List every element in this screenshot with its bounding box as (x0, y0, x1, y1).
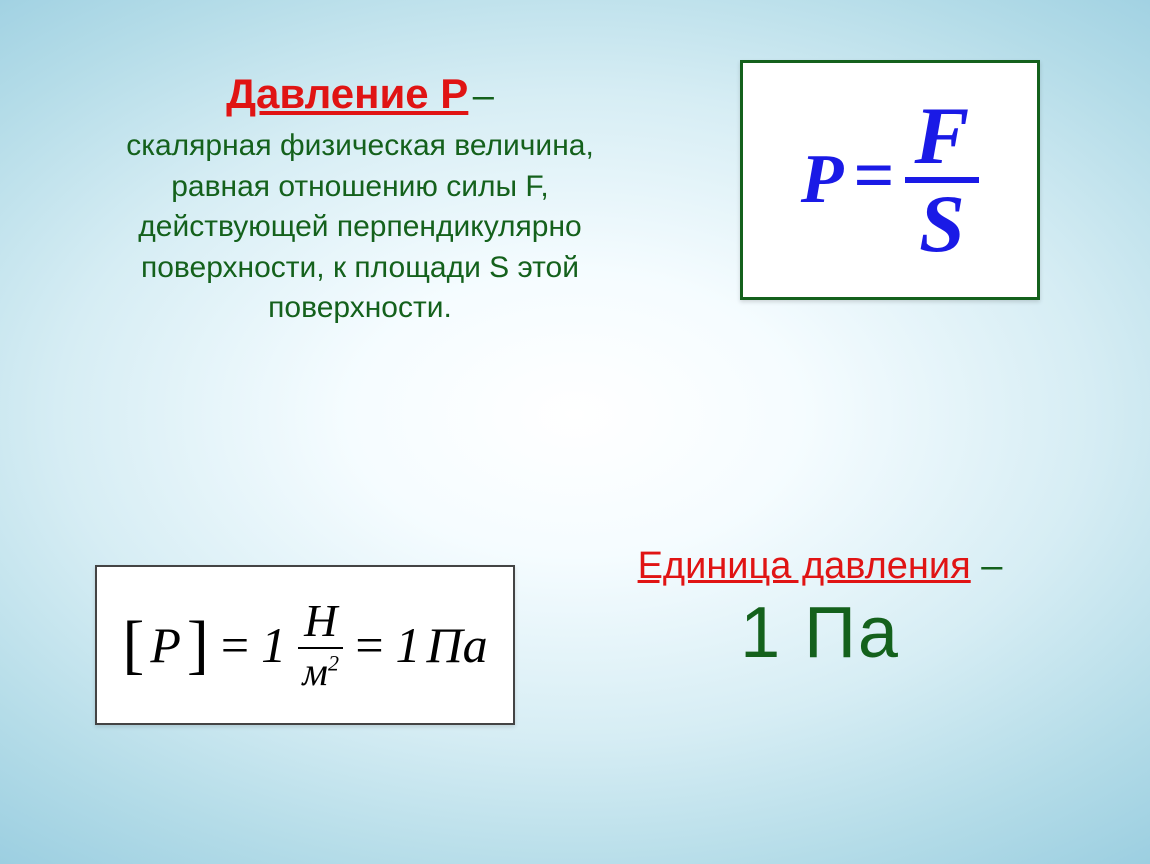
unit-one2: 1 (396, 616, 421, 674)
unit-value: 1 Па (600, 592, 1040, 674)
unit-pa: Па (427, 616, 488, 674)
unit-label-line: Единица давления – (600, 545, 1040, 588)
formula-fraction: F S (905, 97, 980, 263)
unit-text-block: Единица давления – 1 Па (600, 545, 1040, 674)
unit-den-base: м (302, 649, 328, 694)
unit-frac-num: Н (298, 597, 343, 649)
unit-den-sup: 2 (328, 651, 339, 676)
formula-box: P = F S (740, 60, 1040, 300)
definition-title: Давление P (226, 70, 468, 117)
pressure-formula: P = F S (801, 97, 980, 263)
formula-denominator: S (919, 183, 965, 263)
unit-label: Единица давления (638, 545, 971, 587)
formula-lhs: P (801, 140, 844, 220)
bracket-close: ] (187, 607, 209, 683)
unit-one1: 1 (261, 616, 286, 674)
unit-derivation-box: [ P ] = 1 Н м2 = 1 Па (95, 565, 515, 725)
definition-dash: – (473, 75, 494, 117)
definition-block: Давление P – скалярная физическая величи… (80, 70, 640, 329)
bracket-open: [ (122, 607, 144, 683)
unit-dash: – (981, 545, 1002, 587)
slide-content: Давление P – скалярная физическая величи… (0, 0, 1150, 864)
unit-fraction: Н м2 (298, 597, 343, 693)
unit-eq2: = (355, 616, 383, 674)
unit-eq1: = (221, 616, 249, 674)
unit-frac-den: м2 (302, 649, 339, 693)
unit-derivation-formula: [ P ] = 1 Н м2 = 1 Па (122, 597, 487, 693)
formula-equals: = (854, 134, 895, 217)
formula-numerator: F (905, 97, 980, 183)
definition-body: скалярная физическая величина, равная от… (80, 126, 640, 329)
unit-symbol: P (150, 616, 181, 674)
definition-title-line: Давление P – (80, 70, 640, 118)
